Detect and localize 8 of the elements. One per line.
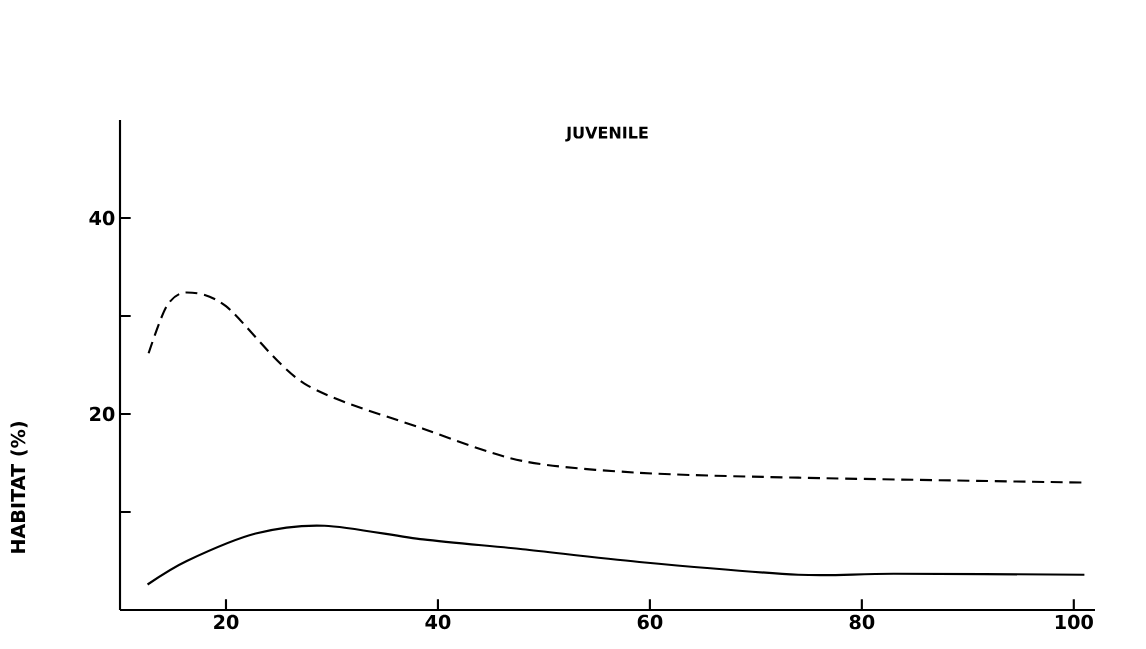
x-tick-label: 80	[849, 614, 875, 630]
x-tick-label: 60	[637, 614, 663, 630]
y-axis-title: HABITAT (%)	[10, 422, 28, 553]
chart-title: JUVENILE	[565, 126, 648, 142]
line-series	[146, 524, 1086, 586]
x-tick-label: 20	[214, 614, 239, 630]
x-tick-label: 100	[1055, 614, 1093, 630]
x-tick-label: 40	[425, 614, 451, 630]
